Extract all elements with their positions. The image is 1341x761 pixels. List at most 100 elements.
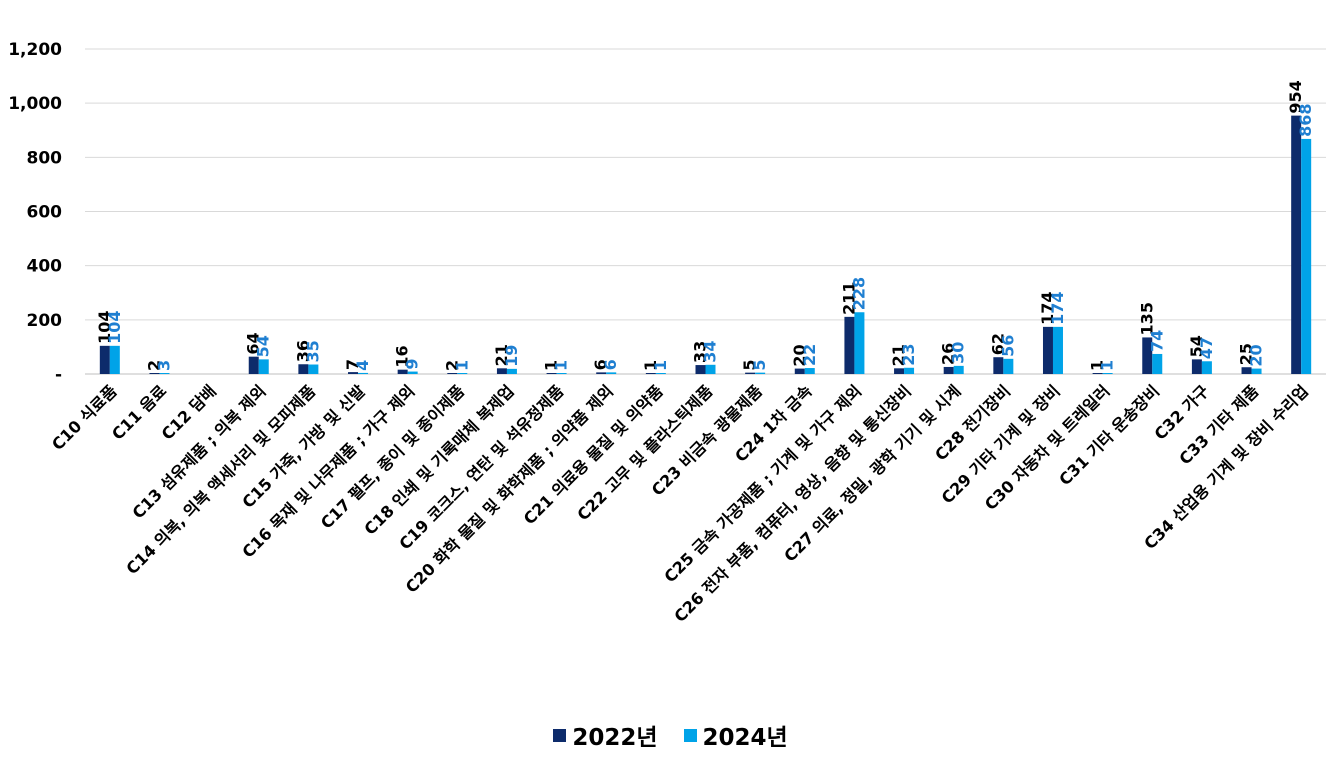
bar-2024 (755, 372, 766, 374)
value-label-2024: 104 (105, 310, 124, 343)
value-label-2024: 34 (701, 341, 720, 363)
value-label-2022: 1 (1088, 360, 1107, 371)
value-label-2024: 54 (254, 335, 273, 357)
legend-swatch-2024 (683, 728, 697, 742)
y-tick-label: 800 (27, 148, 63, 168)
bars (99, 115, 1312, 374)
bar-2024 (1152, 353, 1163, 374)
value-label-2022: 5 (740, 360, 759, 371)
bar-2022 (546, 373, 557, 374)
value-label-2022: 174 (1038, 291, 1057, 324)
bar-2022 (794, 368, 805, 374)
value-label-2024: 868 (1296, 104, 1315, 137)
category-label: C26 전자 부품, 컴퓨터, 영상, 음향 및 통신장비 (670, 381, 914, 625)
bar-2022 (1241, 367, 1252, 374)
bar-2022 (248, 356, 259, 374)
bar-2022 (1142, 337, 1153, 374)
value-label-2024: 6 (601, 359, 620, 370)
value-label-2024: 1 (552, 360, 571, 371)
value-label-2024: 228 (849, 277, 868, 310)
y-tick-label: 400 (27, 257, 63, 277)
bar-2024 (953, 365, 964, 374)
value-label-2022: 16 (393, 345, 412, 367)
legend: 2022년 2024년 (0, 718, 1341, 752)
gridlines (85, 48, 1326, 375)
bar-2024 (407, 371, 418, 374)
value-label-2022: 135 (1137, 302, 1156, 335)
value-label-2022: 64 (244, 332, 263, 354)
value-label-2022: 1 (641, 360, 660, 371)
legend-swatch-2022 (553, 728, 567, 742)
value-label-2024: 174 (1048, 291, 1067, 324)
bar-2022 (695, 365, 706, 374)
bar-2024 (556, 373, 567, 374)
value-label-2024: 35 (303, 340, 322, 362)
y-tick-label: 600 (27, 203, 63, 223)
bar-2024 (1201, 361, 1212, 374)
bar-2022 (943, 366, 954, 374)
bar-2024 (457, 373, 468, 374)
y-axis: - 200 400 600 800 1,000 1,200 (8, 40, 62, 385)
legend-item-2024: 2024년 (683, 718, 788, 752)
value-label-2022: 2 (442, 360, 461, 371)
category-label: C27 의료, 정밀, 광학 기기 및 시계 (780, 381, 964, 565)
bar-2024 (308, 364, 319, 374)
value-label-2024: 47 (1197, 337, 1216, 359)
bar-2022 (496, 368, 507, 374)
bar-2024 (109, 345, 120, 374)
bar-2024 (705, 364, 716, 374)
bar-2022 (1191, 359, 1202, 374)
value-label-2024: 3 (154, 360, 173, 371)
value-label-2024: 23 (899, 344, 918, 366)
y-tick-label: - (55, 365, 62, 385)
y-tick-label: 1,200 (8, 40, 62, 60)
bar-2024 (1102, 373, 1113, 374)
value-label-2022: 26 (939, 343, 958, 365)
bar-2024 (804, 368, 815, 374)
value-label-2024: 56 (998, 335, 1017, 357)
bar-2022 (1291, 115, 1302, 374)
legend-label-2024: 2024년 (702, 725, 788, 751)
legend-label-2022: 2022년 (572, 725, 658, 751)
category-label: C10 식료품 (48, 381, 121, 454)
value-label-2022: 104 (95, 310, 114, 343)
value-label-2022: 62 (988, 333, 1007, 355)
bar-2024 (506, 368, 517, 374)
value-label-2022: 36 (293, 340, 312, 362)
bar-2022 (1092, 373, 1103, 374)
bar-2022 (1042, 326, 1053, 374)
bar-2024 (1052, 326, 1063, 374)
value-label-2024: 1 (1098, 360, 1117, 371)
bar-2024 (606, 372, 617, 374)
bar-2024 (1003, 358, 1014, 374)
value-label-2022: 954 (1286, 80, 1305, 113)
bar-2024 (258, 359, 269, 374)
value-label-2024: 5 (750, 360, 769, 371)
bar-2022 (99, 345, 110, 374)
legend-item-2022: 2022년 (553, 718, 658, 752)
value-label-2022: 7 (343, 359, 362, 370)
value-label-2024: 74 (1147, 330, 1166, 352)
value-label-2022: 6 (591, 359, 610, 370)
bar-2022 (745, 372, 756, 374)
value-label-2022: 21 (492, 344, 511, 366)
value-label-2022: 211 (839, 281, 858, 314)
bar-2024 (1301, 138, 1312, 374)
bar-2022 (397, 369, 408, 374)
value-label-2024: 20 (1247, 344, 1266, 366)
value-label-2022: 25 (1237, 343, 1256, 365)
bar-2024 (358, 372, 369, 374)
value-label-2024: 22 (800, 344, 819, 366)
value-label-2022: 21 (889, 344, 908, 366)
value-label-2024: 9 (403, 358, 422, 369)
value-label-2022: 1 (542, 360, 561, 371)
bar-2022 (149, 373, 160, 374)
value-label-2024: 1 (651, 360, 670, 371)
bar-2022 (348, 372, 359, 374)
bar-2024 (904, 367, 915, 374)
bar-2022 (447, 373, 458, 374)
value-label-2022: 2 (144, 360, 163, 371)
value-label-2022: 33 (691, 341, 710, 363)
